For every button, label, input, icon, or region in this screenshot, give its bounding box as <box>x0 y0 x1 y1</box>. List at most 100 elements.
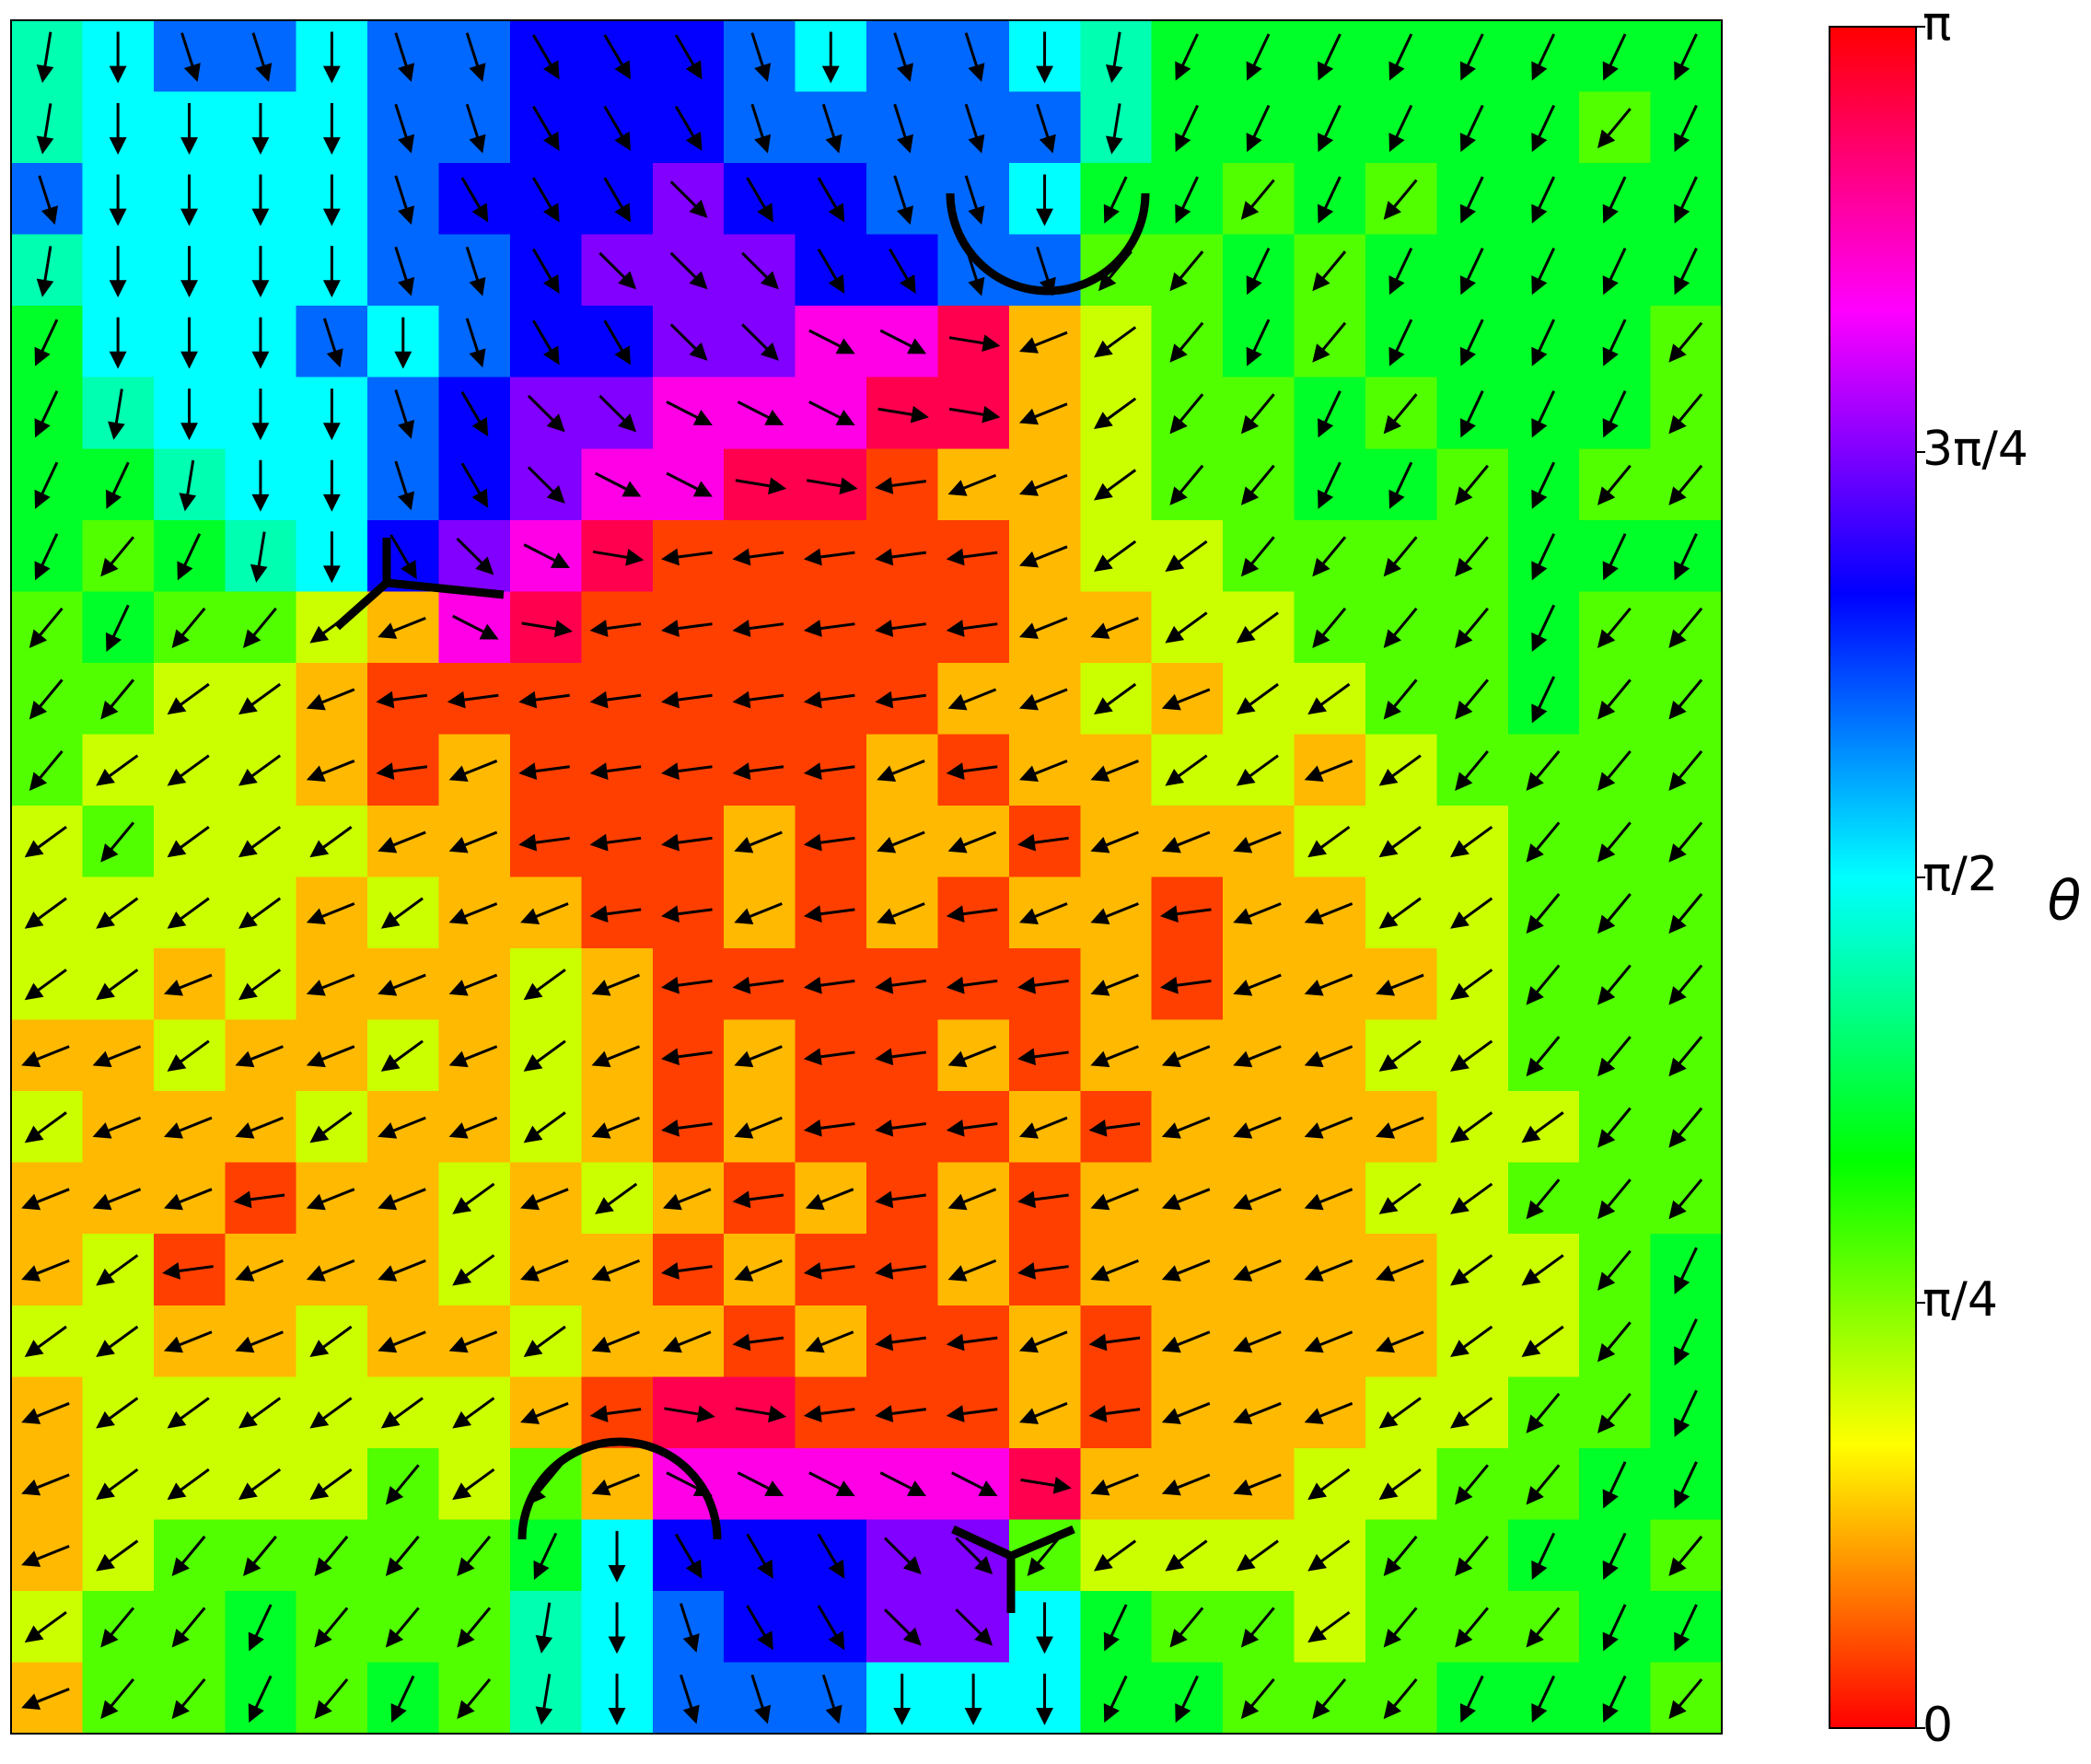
arrow <box>1036 31 1053 84</box>
arrow <box>603 105 632 151</box>
arrow <box>1388 33 1413 81</box>
arrow <box>1668 393 1703 435</box>
arrow <box>167 1397 210 1429</box>
arrow <box>594 471 642 497</box>
arrow <box>1307 1539 1351 1572</box>
arrow <box>875 1119 927 1137</box>
arrow <box>875 1262 927 1280</box>
arrow <box>322 31 341 84</box>
arrow <box>1531 1675 1556 1723</box>
arrow <box>1383 679 1418 720</box>
arrow <box>875 477 927 494</box>
arrow <box>306 973 355 996</box>
arrow <box>532 177 560 223</box>
arrow <box>946 1333 998 1352</box>
defect-markers <box>334 192 1150 1613</box>
arrow <box>734 902 783 925</box>
arrow <box>608 1602 626 1654</box>
arrow <box>235 1116 284 1139</box>
arrow <box>1240 393 1275 435</box>
arrow <box>1318 390 1342 438</box>
arrow <box>805 1188 854 1211</box>
arrow <box>1017 833 1069 852</box>
arrow <box>1312 250 1347 292</box>
arrow <box>378 1259 426 1282</box>
arrow <box>1521 1254 1564 1286</box>
arrow <box>1307 826 1351 858</box>
arrow <box>803 691 855 709</box>
arrow <box>535 1674 553 1725</box>
arrow <box>100 1607 135 1648</box>
arrow <box>1304 1259 1353 1282</box>
arrow <box>1674 1247 1698 1294</box>
arrow <box>1246 33 1271 81</box>
arrow <box>448 1045 498 1068</box>
arrow <box>735 1405 787 1423</box>
arrow <box>532 105 560 151</box>
colorbar-tick-label: π/2 <box>1923 847 1998 902</box>
arrow <box>807 477 858 495</box>
arrow <box>250 531 268 583</box>
arrow <box>1165 540 1208 573</box>
arrow <box>527 394 565 433</box>
arrow <box>109 102 127 155</box>
arrow <box>1161 1473 1211 1496</box>
arrow <box>1388 104 1413 153</box>
arrow <box>29 679 64 720</box>
arrow <box>92 1116 142 1139</box>
arrow <box>380 1039 424 1072</box>
arrow <box>1240 464 1275 505</box>
arrow <box>233 1190 285 1209</box>
arrow <box>1378 1039 1422 1072</box>
arrow <box>817 177 845 223</box>
arrow <box>1093 326 1137 358</box>
arrow <box>1378 1397 1422 1429</box>
arrow <box>893 175 913 226</box>
arrow <box>394 389 415 439</box>
arrow <box>109 317 127 369</box>
arrow <box>734 830 783 853</box>
arrow <box>948 405 1001 424</box>
arrow <box>535 1602 553 1654</box>
arrow <box>589 905 642 923</box>
arrow <box>1165 1539 1208 1572</box>
arrow <box>1668 964 1703 1005</box>
arrow <box>1531 1532 1556 1580</box>
arrow <box>171 607 206 648</box>
arrow <box>36 31 54 84</box>
arrow <box>309 1468 353 1501</box>
arrow <box>877 405 930 424</box>
arrow <box>171 1535 206 1577</box>
arrow <box>109 174 127 226</box>
arrow <box>1018 402 1068 425</box>
arrow <box>1159 905 1212 923</box>
arrow <box>1597 749 1632 792</box>
arrow <box>1597 964 1632 1005</box>
arrow <box>746 177 773 223</box>
arrow <box>1018 545 1068 568</box>
arrow <box>36 246 54 297</box>
arrow <box>1036 1602 1053 1654</box>
arrow <box>448 1116 498 1139</box>
arrow <box>669 323 708 361</box>
arrow <box>1383 607 1418 648</box>
arrow <box>1378 826 1422 858</box>
arrow <box>964 103 985 154</box>
arrow <box>24 969 67 1001</box>
arrow <box>1459 176 1484 224</box>
arrow <box>394 103 415 154</box>
arrow <box>1246 319 1271 366</box>
arrow <box>1161 1188 1211 1211</box>
arrow <box>947 1045 997 1068</box>
defect-trefoil <box>334 538 505 631</box>
arrow <box>1159 976 1212 994</box>
arrow <box>1376 1259 1424 1282</box>
colorbar-tick-label: 0 <box>1923 1698 1953 1753</box>
arrow <box>378 973 426 996</box>
arrow <box>1103 1675 1128 1723</box>
arrow <box>1093 469 1137 501</box>
arrow <box>877 902 925 925</box>
arrow <box>394 175 415 226</box>
arrow <box>180 32 201 83</box>
arrow <box>21 1401 70 1424</box>
